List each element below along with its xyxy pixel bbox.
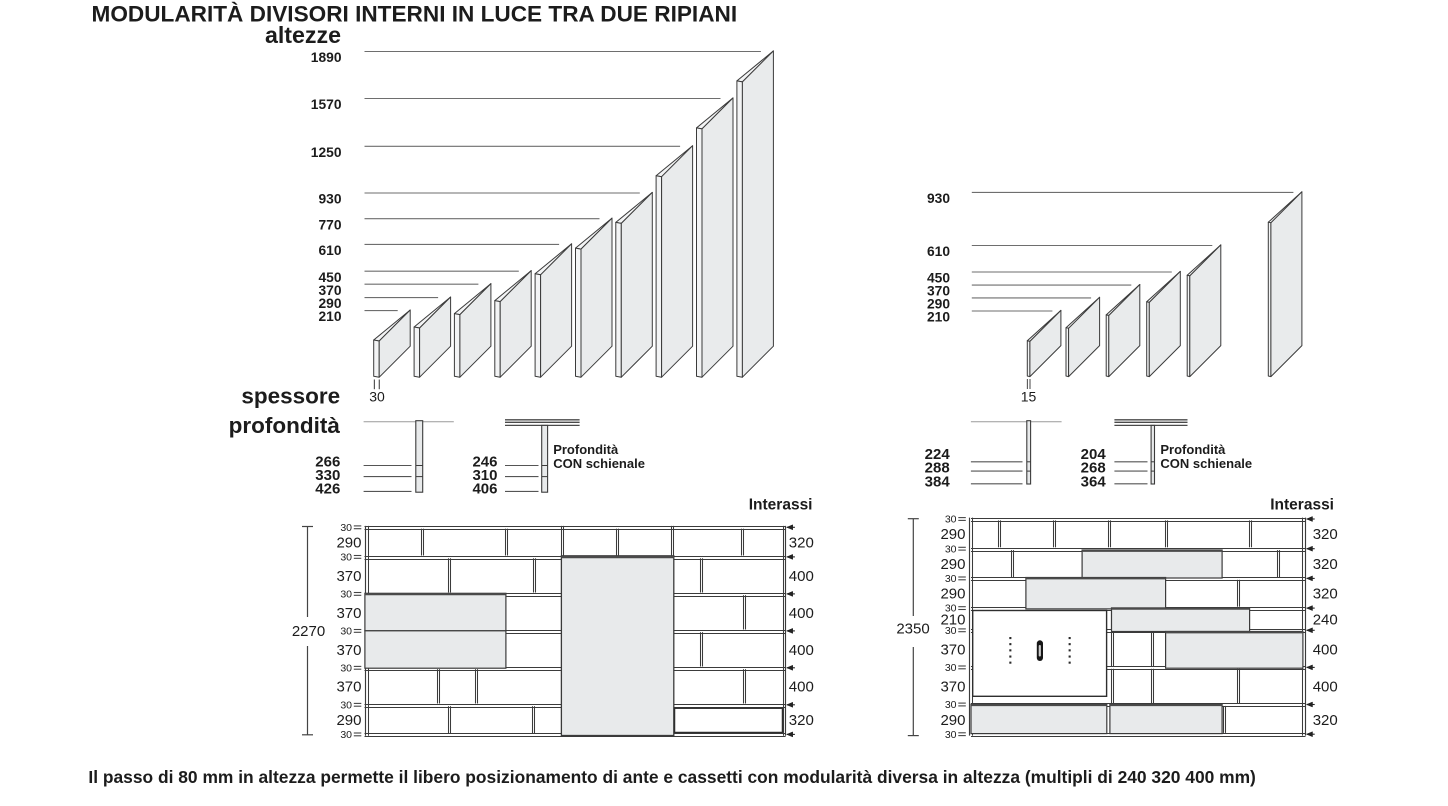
svg-text:320: 320	[1313, 586, 1338, 603]
svg-text:288: 288	[925, 460, 950, 477]
svg-text:spessore: spessore	[241, 383, 340, 408]
svg-text:370: 370	[336, 568, 361, 585]
svg-text:370: 370	[336, 605, 361, 622]
svg-text:290: 290	[940, 712, 965, 729]
svg-text:400: 400	[789, 568, 814, 585]
svg-text:30: 30	[340, 589, 352, 601]
svg-text:CON schienale: CON schienale	[1160, 456, 1252, 471]
svg-text:1250: 1250	[311, 145, 342, 160]
svg-text:370: 370	[318, 283, 341, 298]
svg-text:CON schienale: CON schienale	[553, 456, 645, 471]
svg-text:370: 370	[940, 641, 965, 658]
svg-text:30: 30	[340, 662, 352, 674]
svg-text:330: 330	[315, 467, 340, 484]
svg-text:400: 400	[789, 679, 814, 696]
svg-text:2350: 2350	[896, 620, 929, 637]
svg-text:30: 30	[945, 699, 957, 711]
svg-text:30: 30	[945, 573, 957, 585]
svg-text:426: 426	[315, 480, 340, 497]
svg-text:30: 30	[340, 729, 352, 741]
svg-text:30: 30	[340, 552, 352, 564]
svg-text:400: 400	[789, 605, 814, 622]
svg-text:30: 30	[340, 522, 352, 534]
svg-text:406: 406	[472, 480, 497, 497]
svg-text:1890: 1890	[311, 50, 342, 65]
svg-text:268: 268	[1081, 460, 1106, 477]
svg-text:320: 320	[1313, 712, 1338, 729]
svg-text:246: 246	[472, 453, 497, 470]
svg-text:930: 930	[927, 191, 950, 206]
svg-text:2270: 2270	[292, 623, 325, 640]
svg-text:30: 30	[945, 603, 957, 615]
svg-text:320: 320	[789, 535, 814, 552]
svg-text:400: 400	[789, 642, 814, 659]
svg-text:30: 30	[945, 514, 957, 526]
svg-text:30: 30	[945, 543, 957, 555]
svg-text:930: 930	[318, 192, 341, 207]
svg-text:370: 370	[927, 284, 950, 299]
svg-text:30: 30	[945, 729, 957, 741]
svg-text:210: 210	[318, 309, 341, 324]
svg-text:210: 210	[927, 310, 950, 325]
svg-text:370: 370	[336, 679, 361, 696]
svg-text:320: 320	[1313, 526, 1338, 543]
svg-text:384: 384	[925, 473, 951, 490]
svg-text:MODULARITÀ DIVISORI INTERNI IN: MODULARITÀ DIVISORI INTERNI IN LUCE TRA …	[92, 2, 738, 27]
svg-text:290: 290	[940, 586, 965, 603]
svg-text:370: 370	[940, 678, 965, 695]
svg-text:450: 450	[927, 271, 950, 286]
svg-text:30: 30	[340, 626, 352, 638]
svg-text:30: 30	[369, 389, 385, 405]
svg-text:profondità: profondità	[229, 413, 341, 438]
svg-text:290: 290	[940, 556, 965, 573]
svg-text:290: 290	[940, 526, 965, 543]
svg-text:altezze: altezze	[265, 22, 341, 48]
svg-text:364: 364	[1081, 473, 1107, 490]
svg-text:210: 210	[940, 612, 965, 629]
svg-text:610: 610	[318, 243, 341, 258]
svg-text:Il passo di 80 mm in altezza p: Il passo di 80 mm in altezza permette il…	[88, 767, 1255, 787]
svg-text:15: 15	[1021, 389, 1037, 405]
svg-text:320: 320	[1313, 556, 1338, 573]
svg-text:30: 30	[945, 662, 957, 674]
svg-text:240: 240	[1313, 612, 1338, 629]
svg-text:290: 290	[927, 297, 950, 312]
svg-text:370: 370	[336, 642, 361, 659]
svg-text:Profondità: Profondità	[553, 442, 619, 457]
svg-text:224: 224	[925, 446, 951, 463]
svg-text:450: 450	[318, 270, 341, 285]
svg-text:204: 204	[1081, 446, 1107, 463]
svg-text:Interassi: Interassi	[1270, 497, 1334, 514]
svg-text:Interassi: Interassi	[749, 497, 813, 514]
svg-text:310: 310	[472, 467, 497, 484]
svg-text:610: 610	[927, 244, 950, 259]
svg-text:290: 290	[318, 296, 341, 311]
svg-text:1570: 1570	[311, 97, 342, 112]
svg-text:770: 770	[318, 217, 341, 232]
svg-text:30: 30	[945, 625, 957, 637]
svg-text:290: 290	[336, 712, 361, 729]
svg-text:400: 400	[1313, 641, 1338, 658]
svg-text:400: 400	[1313, 678, 1338, 695]
svg-text:320: 320	[789, 712, 814, 729]
svg-text:Profondità: Profondità	[1160, 442, 1226, 457]
svg-text:30: 30	[340, 699, 352, 711]
svg-text:266: 266	[315, 453, 340, 470]
svg-text:290: 290	[336, 535, 361, 552]
